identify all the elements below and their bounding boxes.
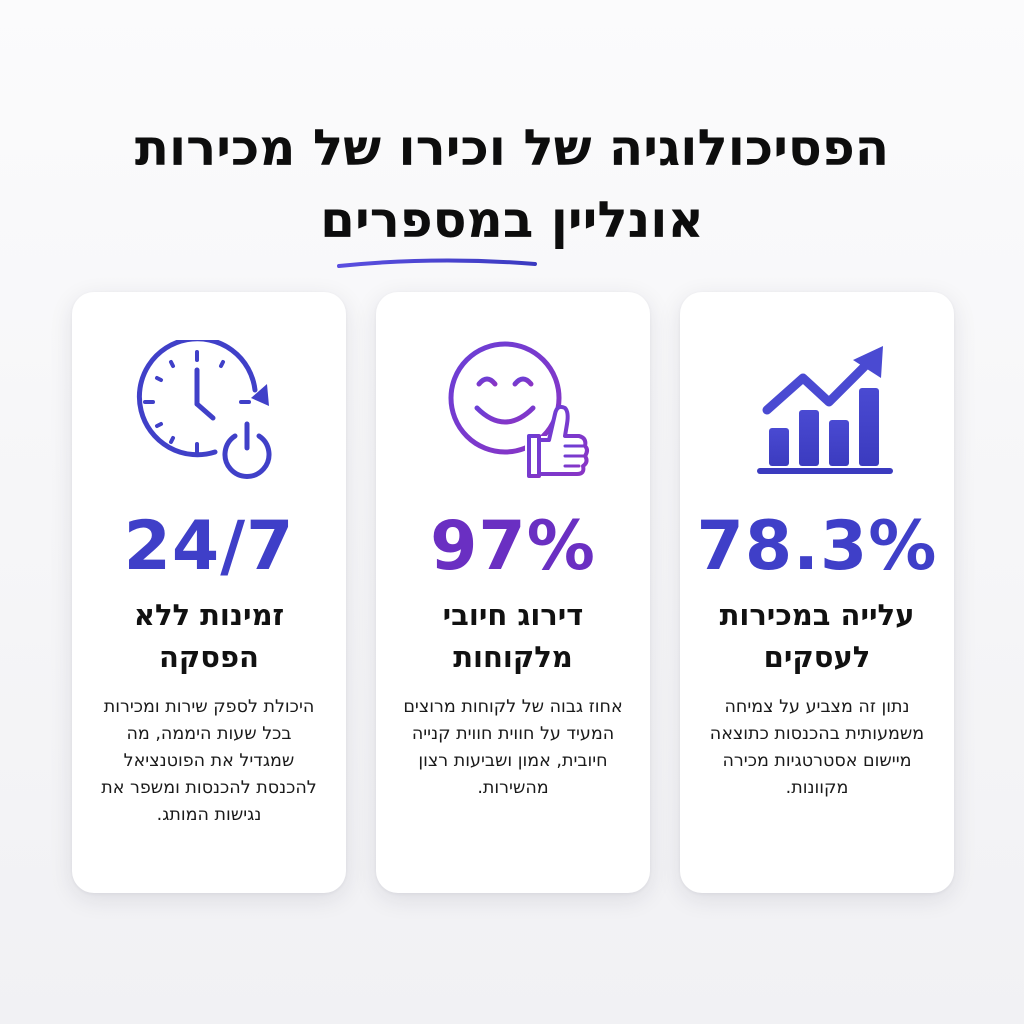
- smiley-thumbs-up-icon: [448, 341, 589, 480]
- stat-description: נתון זה מצביע על צמיחה משמעותית בהכנסות …: [709, 697, 925, 798]
- title-line-2: אונליין במספרים: [0, 184, 1024, 268]
- stat-card-customer-rating: 97% דירוג חיובי מלקוחות אחוז גבוה של לקו…: [376, 292, 650, 893]
- stat-value: 24/7: [123, 507, 295, 586]
- title-highlight-text: במספרים: [320, 191, 534, 249]
- stats-cards: 78.3% עלייה במכירות לעסקים נתון זה מצביע…: [72, 292, 954, 893]
- stat-heading: דירוג חיובי מלקוחות: [442, 598, 584, 674]
- stat-value: 97%: [430, 507, 596, 586]
- stat-card-sales-growth: 78.3% עלייה במכירות לעסקים נתון זה מצביע…: [680, 292, 954, 893]
- title-underline: [337, 258, 538, 268]
- page-title: הפסיכולוגיה של וכירו של מכירות אונליין ב…: [0, 112, 1024, 268]
- stat-heading: זמינות ללא הפסקה: [133, 598, 285, 674]
- stat-value: 78.3%: [696, 507, 938, 586]
- clock-power-icon: [136, 340, 272, 479]
- stat-heading: עלייה במכירות לעסקים: [719, 598, 915, 674]
- stat-card-availability: 24/7 זמינות ללא הפסקה היכולת לספק שירות …: [72, 292, 346, 893]
- title-word-online: אונליין: [550, 191, 704, 249]
- stat-description: אחוז גבוה של לקוחות מרוצים המעיד על חווי…: [403, 697, 623, 798]
- growth-chart-icon: [757, 346, 893, 474]
- title-highlight: במספרים: [320, 184, 538, 268]
- title-line-1: הפסיכולוגיה של וכירו של מכירות: [134, 119, 890, 177]
- stat-description: היכולת לספק שירות ומכירות בכל שעות היממה…: [101, 697, 317, 825]
